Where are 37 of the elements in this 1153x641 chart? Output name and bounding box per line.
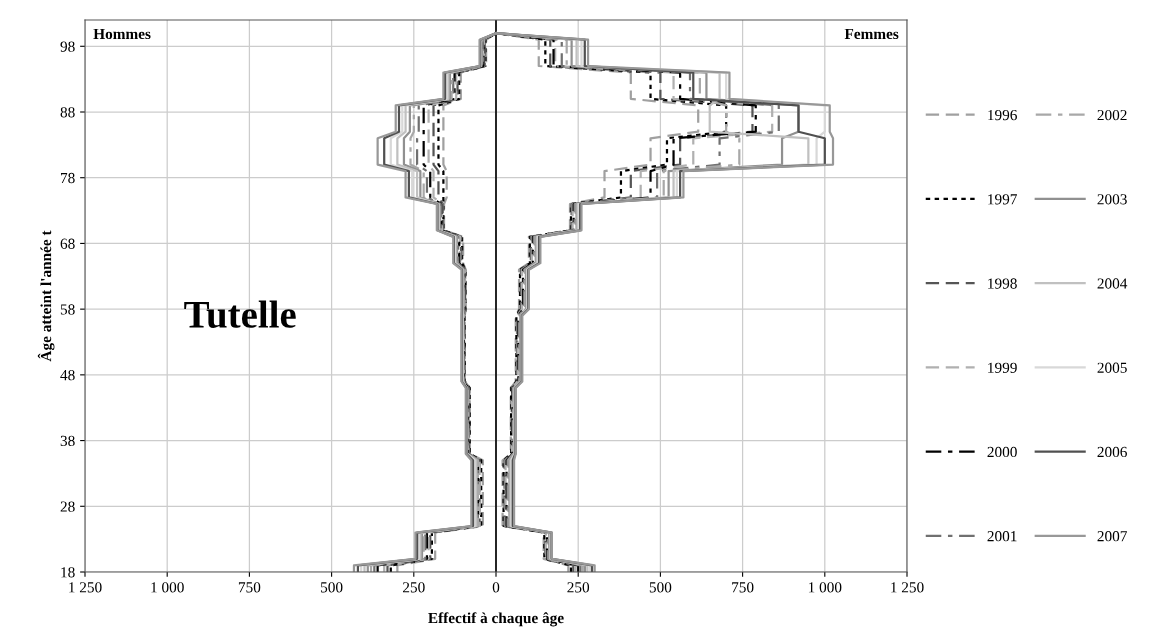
y-tick-label: 88 (60, 107, 75, 118)
annotation: Tutelle (184, 300, 296, 328)
x-tick-label: 750 (732, 582, 754, 593)
x-tick-label: 1 000 (808, 582, 842, 593)
annotation: Hommes (93, 28, 151, 40)
legend-label: 2006 (1097, 446, 1127, 458)
legend-label: 1996 (988, 109, 1017, 121)
x-tick-label: 500 (321, 582, 343, 593)
legend-label: 2005 (1097, 362, 1127, 373)
x-tick-label: 1 250 (891, 582, 924, 593)
y-tick-label: 28 (60, 501, 75, 512)
y-tick-label: 58 (60, 304, 75, 315)
legend-label: 2007 (1097, 531, 1127, 542)
x-tick-label: 250 (567, 582, 590, 593)
y-tick-label: 38 (60, 435, 75, 447)
legend-label: 1999 (988, 362, 1017, 373)
y-tick-label: 18 (61, 567, 75, 578)
legend-label: 2004 (1097, 278, 1128, 289)
legend-label: 2000 (987, 446, 1017, 458)
x-tick-label: 1 250 (69, 582, 102, 593)
legend-label: 1998 (988, 278, 1017, 289)
legend-label: 2001 (987, 531, 1017, 542)
y-tick-label: 98 (60, 41, 75, 52)
x-tick-label: 0 (492, 582, 500, 593)
annotation: Femmes (844, 28, 899, 40)
y-tick-label: 68 (60, 238, 75, 249)
x-tick-label: 750 (238, 582, 261, 593)
y-tick-label: 48 (60, 370, 75, 381)
y-axis-title: Âge atteint l'année t (37, 230, 55, 362)
x-tick-label: 250 (403, 582, 425, 593)
x-tick-label: 1 000 (151, 582, 184, 593)
x-axis-title: Effectif à chaque âge (428, 612, 564, 627)
legend-label: 1997 (988, 194, 1017, 205)
x-tick-label: 500 (649, 582, 672, 593)
legend-label: 2002 (1097, 109, 1127, 121)
legend-label: 2003 (1097, 194, 1127, 205)
y-tick-label: 78 (61, 172, 75, 184)
